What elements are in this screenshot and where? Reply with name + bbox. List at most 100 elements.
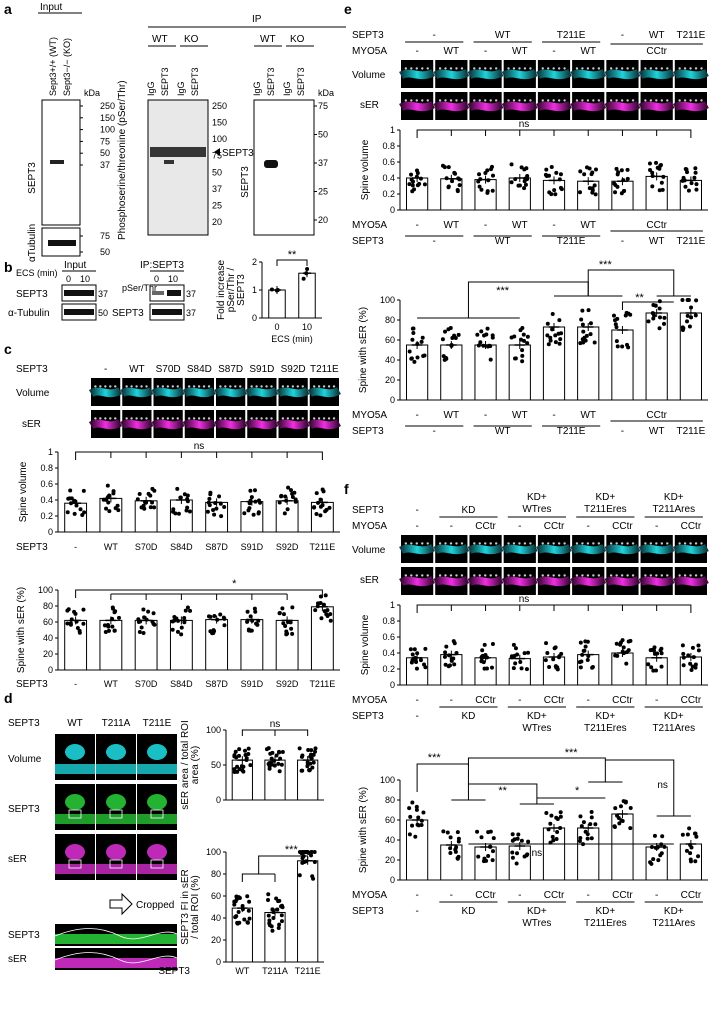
data-point [581, 648, 586, 653]
data-point [274, 896, 279, 901]
data-point [476, 179, 481, 184]
data-point [324, 507, 329, 512]
kda-marker: 150 [212, 118, 227, 128]
bar [64, 502, 88, 533]
data-point [481, 660, 486, 665]
panel-c-cat-label: - [74, 679, 77, 689]
significance-label: *** [285, 844, 299, 856]
data-point [308, 761, 313, 766]
y-axis-label: Spine volume [360, 614, 371, 675]
data-point [310, 765, 315, 770]
panel-c-cat-label: - [74, 542, 77, 552]
data-point [519, 337, 524, 342]
panel-e-img-ser: sER [360, 100, 379, 111]
y-tick-label: 60 [43, 617, 53, 627]
data-point [513, 356, 518, 361]
data-point [696, 643, 701, 648]
data-point [407, 832, 412, 837]
data-point [410, 800, 415, 805]
data-point [579, 659, 584, 664]
data-point [543, 658, 548, 663]
kda-marker: 50 [212, 167, 222, 177]
panel-a-ip-blot-right [253, 99, 315, 236]
data-point [525, 173, 530, 178]
panel-e-sept3-val: T211E [557, 30, 586, 41]
data-point [589, 836, 594, 841]
data-point [593, 192, 598, 197]
significance-label: * [232, 578, 237, 590]
data-point [308, 752, 313, 757]
panel-f-sept3-val: KD+ [527, 906, 547, 917]
data-point [318, 513, 323, 518]
data-point [622, 188, 627, 193]
y-tick-label: 0.6 [382, 632, 395, 642]
data-point [545, 651, 550, 656]
data-point [485, 190, 490, 195]
bar [645, 312, 668, 401]
kda-marker: 75 [212, 151, 222, 161]
data-point [280, 750, 285, 755]
data-point [141, 607, 146, 612]
data-point [525, 177, 530, 182]
data-point [421, 810, 426, 815]
panel-f-img-volume: Volume [352, 545, 386, 556]
data-point [245, 619, 250, 624]
data-point [680, 298, 685, 302]
bar [508, 344, 531, 401]
data-point [285, 631, 290, 636]
panel-c-condition: S84D [187, 364, 212, 375]
data-point [613, 653, 618, 658]
data-point [510, 855, 515, 860]
data-point [683, 184, 688, 189]
data-point [455, 830, 460, 835]
data-point [613, 190, 618, 195]
panel-f-sept3-val: KD [461, 505, 475, 516]
data-point [510, 832, 515, 837]
data-point [475, 829, 480, 834]
data-point [479, 187, 484, 192]
data-point [484, 332, 489, 337]
data-point [137, 629, 142, 634]
data-point [277, 749, 282, 754]
panel-b-m37b: 37 [186, 289, 196, 299]
data-point [318, 601, 323, 606]
panel-b-t0b: 0 [154, 274, 159, 284]
data-point [696, 648, 701, 653]
data-point [68, 622, 73, 627]
data-point [445, 830, 450, 835]
data-point [482, 642, 487, 647]
data-point [654, 160, 659, 165]
data-point [684, 848, 689, 853]
data-point [479, 835, 484, 840]
y-tick-label: 20 [43, 649, 53, 659]
panel-a-ip-label: IP [252, 14, 262, 25]
y-tick-label: 80 [385, 315, 395, 325]
data-point [490, 642, 495, 647]
data-point [415, 183, 420, 188]
data-point [170, 619, 175, 624]
data-point [319, 616, 324, 621]
data-point [490, 849, 495, 854]
data-point [414, 666, 419, 671]
panel-f-myo5a-val: - [415, 521, 418, 532]
data-point [450, 179, 455, 184]
panel-c-cat-label: S70D [135, 542, 158, 552]
panel-a-ip-wt1: WT [152, 34, 168, 45]
data-point [685, 832, 690, 837]
data-point [586, 308, 591, 313]
data-point [305, 267, 310, 271]
panel-a-arrow-label: SEPT3 [222, 148, 254, 159]
y-tick-label: 100 [206, 725, 221, 735]
panel-e-myo5a-val: - [484, 410, 487, 421]
data-point [279, 919, 284, 924]
data-point [185, 605, 190, 610]
data-point [550, 311, 555, 316]
panel-f-myo5a-val: CCtr [544, 890, 565, 901]
kda-marker: 20 [212, 217, 222, 227]
data-point [446, 327, 451, 332]
data-point [577, 839, 582, 844]
data-point [288, 620, 293, 625]
data-point [179, 625, 184, 630]
data-point [309, 850, 314, 854]
data-point [589, 809, 594, 814]
